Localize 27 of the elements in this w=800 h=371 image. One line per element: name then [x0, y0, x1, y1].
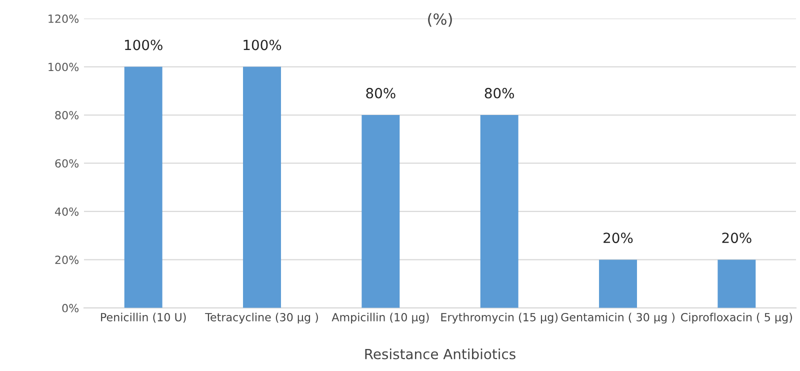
x-tick-label: Penicillin (10 U): [101, 312, 186, 323]
y-tick-label: 60%: [55, 159, 79, 168]
y-tick-label: 40%: [54, 207, 79, 216]
y-tick-label: 120%: [48, 14, 79, 23]
x-tick-label: Ampicillin (10 µg): [332, 312, 429, 324]
bar: [243, 66, 281, 308]
chart-title: (%): [428, 13, 452, 27]
bar: [599, 260, 637, 308]
data-label: 100%: [125, 40, 162, 50]
x-axis-title: Resistance Antibiotics: [365, 348, 516, 360]
y-tick-label: 0%: [62, 304, 79, 312]
data-label: 20%: [722, 232, 752, 244]
y-tick-label: 80%: [55, 110, 79, 120]
x-tick-label: Erythromycin (15 µg): [441, 312, 558, 324]
data-label: 80%: [366, 88, 396, 98]
data-label: 20%: [604, 232, 633, 244]
data-label: 100%: [244, 40, 282, 50]
y-tick-label: 20%: [55, 256, 79, 264]
x-tick-label: Tetracycline (30 µg ): [205, 312, 318, 324]
y-tick-label: 100%: [48, 62, 79, 72]
bar: [362, 115, 400, 308]
x-tick-label: Ciprofloxacin ( 5 µg): [681, 312, 792, 324]
bar: [480, 115, 518, 308]
bar: [718, 260, 756, 308]
bar: [124, 66, 162, 308]
x-tick-label: Gentamicin ( 30 µg ): [561, 312, 674, 324]
data-label: 80%: [484, 88, 514, 98]
